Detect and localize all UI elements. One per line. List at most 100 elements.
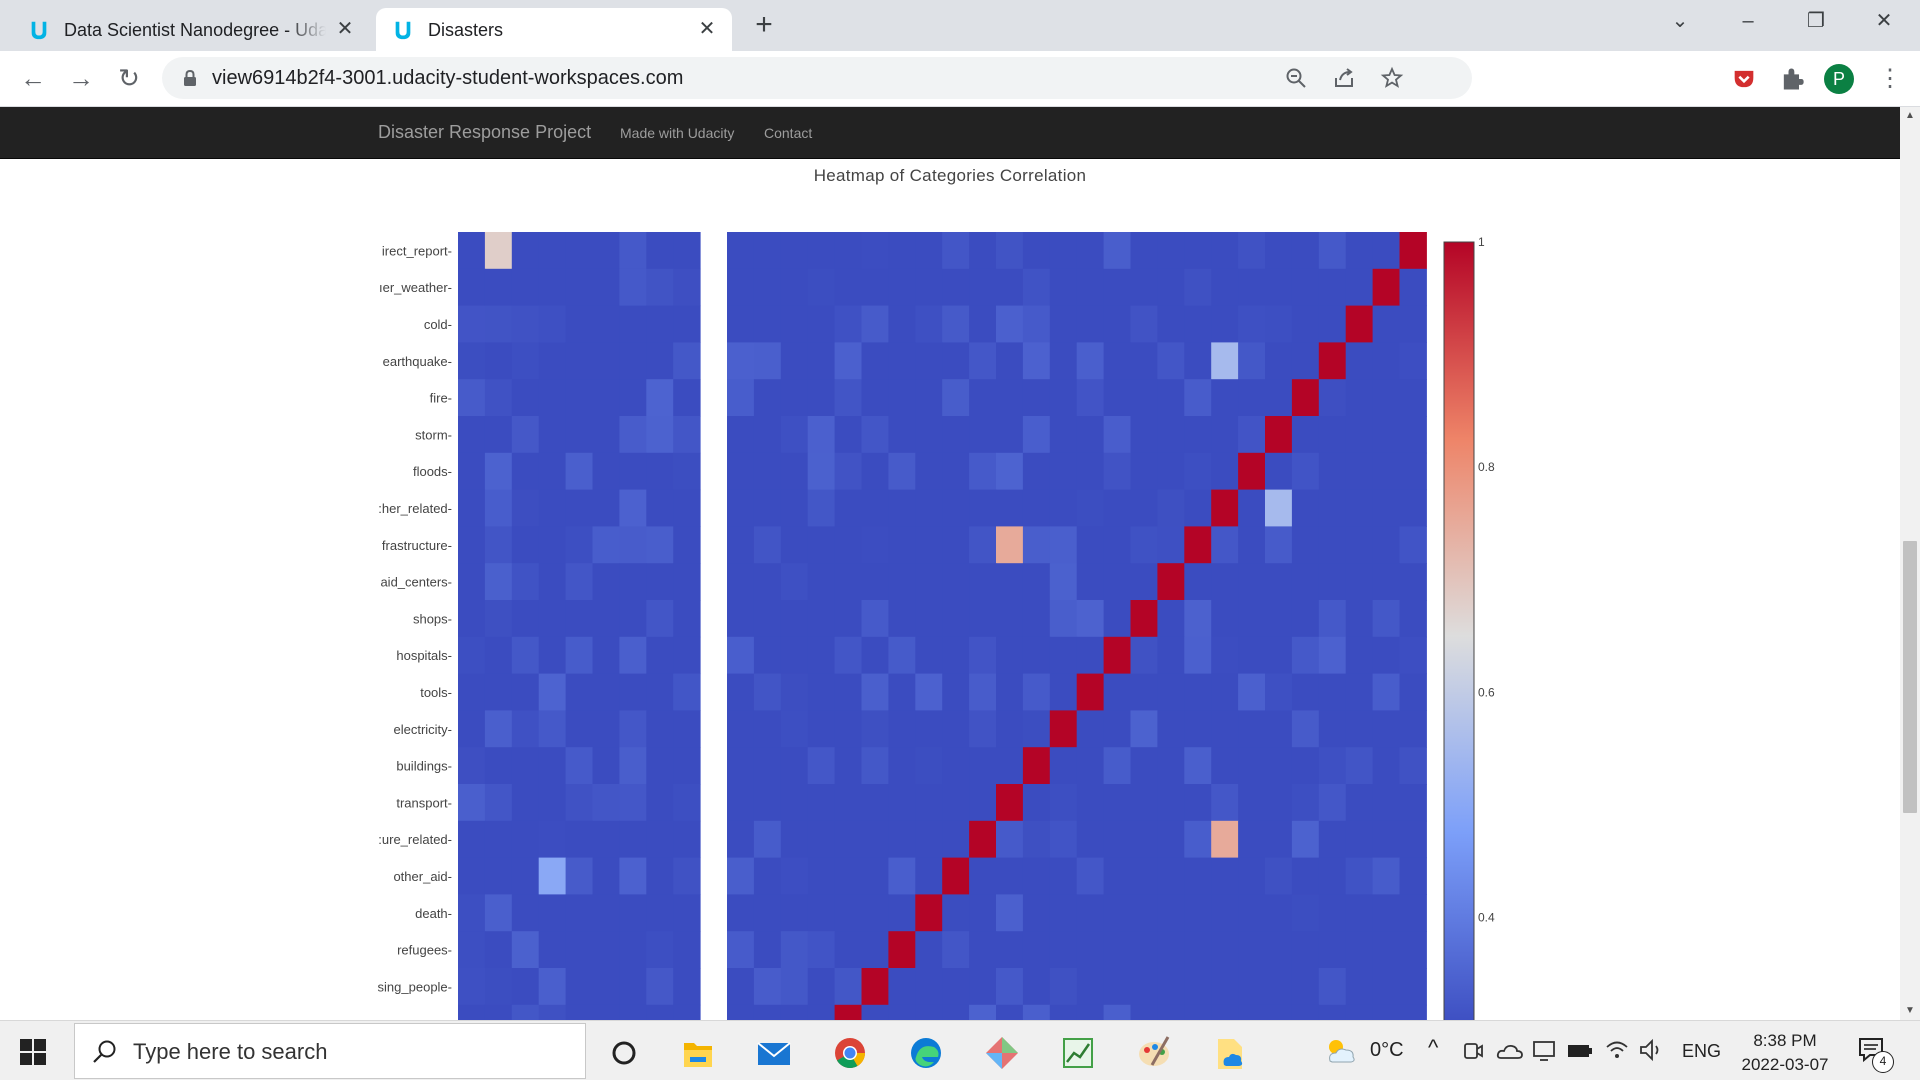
heatmap-cell[interactable] xyxy=(619,710,647,748)
heatmap-cell[interactable] xyxy=(673,1004,701,1020)
heatmap-cell[interactable] xyxy=(1318,747,1347,785)
heatmap-cell[interactable] xyxy=(753,857,782,895)
heatmap-cell[interactable] xyxy=(619,452,647,491)
heatmap-cell[interactable] xyxy=(565,820,593,859)
heatmap-cell[interactable] xyxy=(538,489,567,527)
heatmap-cell[interactable] xyxy=(511,747,540,785)
heatmap-cell[interactable] xyxy=(1157,894,1185,932)
heatmap-cell[interactable] xyxy=(1130,526,1158,564)
heatmap-cell[interactable] xyxy=(780,379,809,417)
heatmap-cell[interactable] xyxy=(888,526,916,564)
heatmap-cell[interactable] xyxy=(1049,268,1078,307)
heatmap-cell[interactable] xyxy=(1130,968,1158,1006)
heatmap-cell[interactable] xyxy=(807,931,836,969)
nav-link-contact[interactable]: Contact xyxy=(764,125,813,141)
heatmap-cell[interactable] xyxy=(1265,232,1293,270)
heatmap-cell[interactable] xyxy=(1372,931,1400,969)
heatmap-cell[interactable] xyxy=(1399,268,1427,307)
heatmap-cell[interactable] xyxy=(458,526,486,564)
heatmap-cell[interactable] xyxy=(538,1004,567,1020)
volume-icon[interactable] xyxy=(1638,1037,1664,1063)
heatmap-cell[interactable] xyxy=(888,563,916,601)
heatmap-cell[interactable] xyxy=(1211,784,1239,822)
scroll-down-arrow-icon[interactable]: ▼ xyxy=(1905,1005,1915,1016)
heatmap-cell[interactable] xyxy=(780,305,809,343)
heatmap-cell[interactable] xyxy=(1130,784,1158,822)
heatmap-cell[interactable] xyxy=(861,784,889,822)
heatmap-cell[interactable] xyxy=(1103,673,1131,711)
heatmap-cell[interactable] xyxy=(646,673,674,711)
heatmap-cell[interactable] xyxy=(1399,600,1427,638)
heatmap-cell[interactable] xyxy=(1399,968,1427,1006)
heatmap-cell[interactable] xyxy=(1211,563,1239,601)
heatmap-cell[interactable] xyxy=(727,563,755,601)
heatmap-cell[interactable] xyxy=(861,1004,889,1020)
heatmap-cell[interactable] xyxy=(915,563,943,601)
heatmap-cell[interactable] xyxy=(1399,526,1427,564)
url-text[interactable]: view6914b2f4-3001.udacity-student-worksp… xyxy=(212,67,684,89)
heatmap-cell[interactable] xyxy=(592,232,620,270)
heatmap-cell[interactable] xyxy=(915,747,943,785)
heatmap-cell[interactable] xyxy=(1103,894,1131,932)
heatmap-cell[interactable] xyxy=(1049,305,1078,343)
heatmap-cell[interactable] xyxy=(511,857,540,895)
heatmap-cell[interactable] xyxy=(673,857,701,895)
heatmap-cell[interactable] xyxy=(1184,931,1212,969)
heatmap-cell[interactable] xyxy=(1265,784,1293,822)
heatmap-cell[interactable] xyxy=(727,784,755,822)
heatmap-cell[interactable] xyxy=(1022,489,1051,527)
heatmap-cell[interactable] xyxy=(753,784,782,822)
heatmap-cell[interactable] xyxy=(942,968,970,1006)
heatmap-cell[interactable] xyxy=(646,489,674,527)
heatmap-cell[interactable] xyxy=(807,636,836,675)
heatmap-cell[interactable] xyxy=(458,452,486,491)
heatmap-cell[interactable] xyxy=(1049,526,1078,564)
heatmap-cell[interactable] xyxy=(861,820,889,859)
heatmap-cell[interactable] xyxy=(592,894,620,932)
heatmap-cell[interactable] xyxy=(1265,268,1293,307)
heatmap-cell[interactable] xyxy=(1372,268,1400,307)
heatmap-cell[interactable] xyxy=(1076,673,1105,711)
heatmap-cell[interactable] xyxy=(834,673,862,711)
heatmap-cell[interactable] xyxy=(458,379,486,417)
heatmap-cell[interactable] xyxy=(861,489,889,527)
heatmap-cell[interactable] xyxy=(834,784,862,822)
heatmap-cell[interactable] xyxy=(727,416,755,454)
heatmap-cell[interactable] xyxy=(646,710,674,748)
heatmap-cell[interactable] xyxy=(942,379,970,417)
heatmap-cell[interactable] xyxy=(1022,710,1051,748)
heatmap-cell[interactable] xyxy=(511,342,540,380)
heatmap-cell[interactable] xyxy=(1049,489,1078,527)
heatmap-cell[interactable] xyxy=(1076,416,1105,454)
heatmap-cell[interactable] xyxy=(1130,232,1158,270)
heatmap-cell[interactable] xyxy=(1238,342,1266,380)
heatmap-cell[interactable] xyxy=(1049,820,1078,859)
heatmap-cell[interactable] xyxy=(834,710,862,748)
heatmap-cell[interactable] xyxy=(942,563,970,601)
heatmap-cell[interactable] xyxy=(538,600,567,638)
taskbar-search-box[interactable]: Type here to search xyxy=(74,1023,586,1079)
heatmap-cell[interactable] xyxy=(1022,268,1051,307)
heatmap-cell[interactable] xyxy=(1157,232,1185,270)
heatmap-cell[interactable] xyxy=(834,452,862,491)
heatmap-cell[interactable] xyxy=(1022,636,1051,675)
heatmap-cell[interactable] xyxy=(511,820,540,859)
heatmap-cell[interactable] xyxy=(834,342,862,380)
heatmap-cell[interactable] xyxy=(727,305,755,343)
heatmap-cell[interactable] xyxy=(807,673,836,711)
heatmap-cell[interactable] xyxy=(1184,857,1212,895)
heatmap-cell[interactable] xyxy=(1318,268,1347,307)
heatmap-cell[interactable] xyxy=(888,1004,916,1020)
heatmap-cell[interactable] xyxy=(1130,857,1158,895)
heatmap-cell[interactable] xyxy=(996,416,1024,454)
heatmap-cell[interactable] xyxy=(1345,268,1374,307)
heatmap-cell[interactable] xyxy=(1345,489,1374,527)
heatmap-cell[interactable] xyxy=(1291,379,1320,417)
onedrive-icon[interactable] xyxy=(1496,1039,1524,1063)
heatmap-cell[interactable] xyxy=(1022,305,1051,343)
heatmap-cell[interactable] xyxy=(807,416,836,454)
heatmap-cell[interactable] xyxy=(1157,710,1185,748)
heatmap-cell[interactable] xyxy=(592,600,620,638)
heatmap-cell[interactable] xyxy=(969,526,997,564)
heatmap-cell[interactable] xyxy=(1076,563,1105,601)
